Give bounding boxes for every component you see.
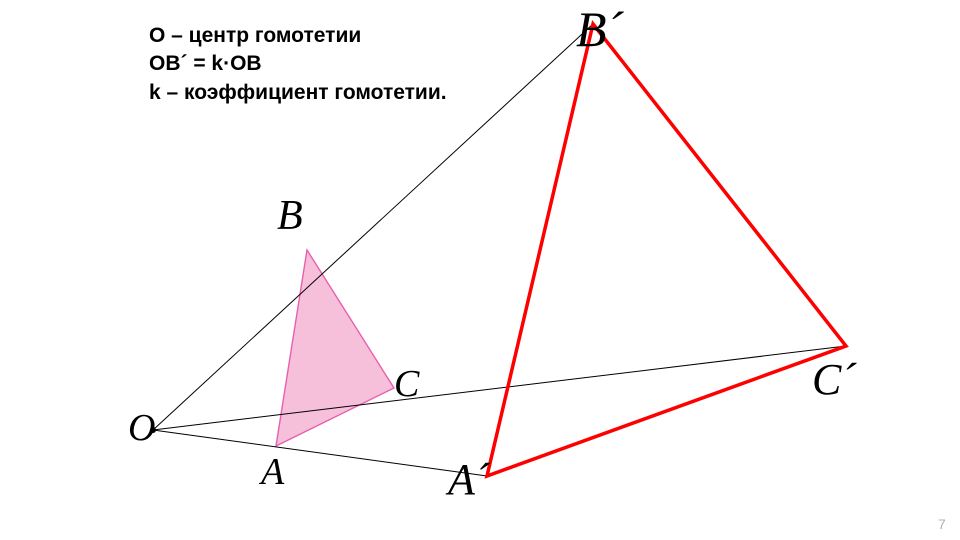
label-b: B (277, 192, 303, 240)
page-number: 7 (938, 516, 946, 532)
caption-line-2: ОВ´ = k·ОВ (149, 50, 447, 78)
triangle-original (276, 250, 394, 446)
label-c: C (394, 362, 419, 406)
label-o: O (128, 406, 155, 450)
caption-line-1: О – центр гомотетии (149, 22, 447, 50)
label-a-prime: A´ (448, 454, 490, 505)
caption-block: О – центр гомотетии ОВ´ = k·ОВ k – коэфф… (149, 22, 447, 107)
label-c-prime: C´ (812, 354, 856, 405)
label-a: A (261, 450, 284, 494)
triangle-image (487, 24, 846, 476)
caption-line-3: k – коэффициент гомотетии. (149, 79, 447, 107)
ray-oa (153, 430, 487, 476)
label-b-prime: B´ (576, 0, 623, 58)
